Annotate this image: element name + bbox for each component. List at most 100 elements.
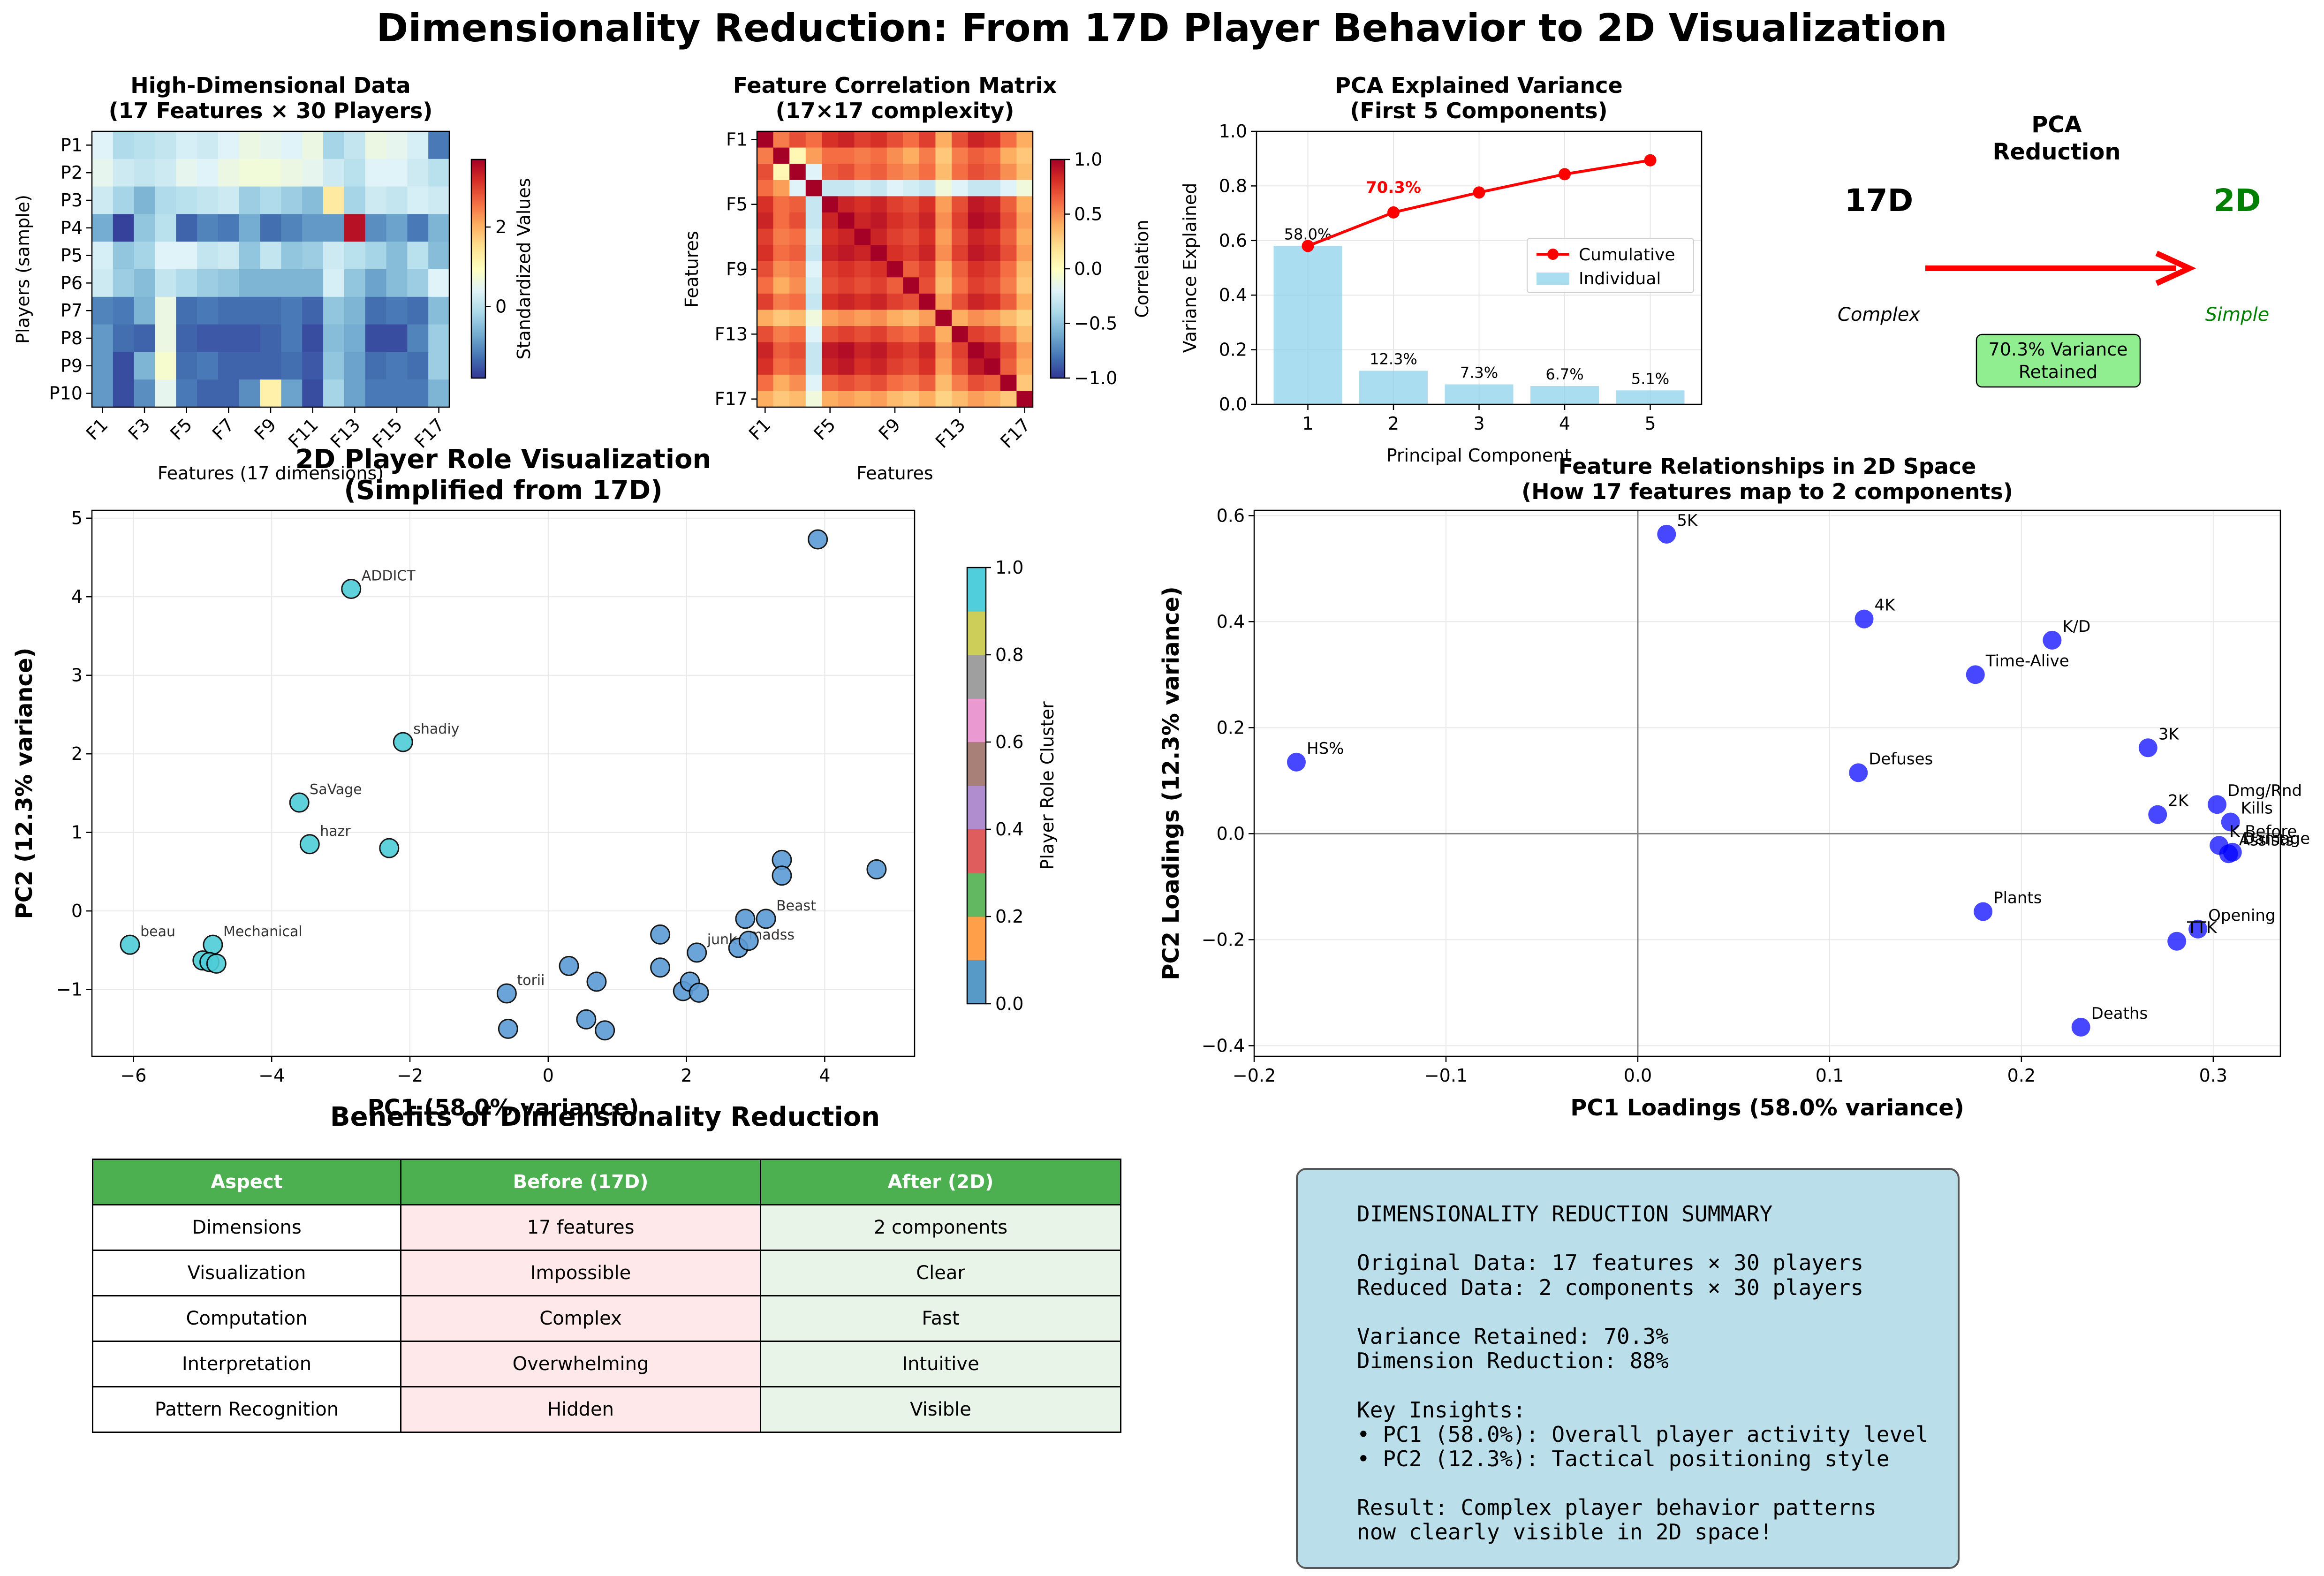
correlation-cell bbox=[805, 196, 822, 213]
heatmap-cell bbox=[155, 324, 176, 352]
table-header-cell: After (2D) bbox=[760, 1159, 1121, 1205]
correlation-cell bbox=[822, 391, 839, 408]
heatmap-cell bbox=[260, 324, 282, 352]
loading-point-label: 2K bbox=[2168, 792, 2189, 811]
heatmap-cell bbox=[260, 186, 282, 214]
variance-bar-label: 12.3% bbox=[1370, 350, 1417, 368]
correlation-cell bbox=[757, 245, 774, 262]
correlation-cell bbox=[984, 374, 1001, 392]
player-point-label: beau bbox=[140, 924, 175, 940]
correlation-cell bbox=[773, 310, 790, 326]
correlation-cell bbox=[789, 212, 806, 229]
variance-retained-text: 70.3% Variance Retained bbox=[1989, 339, 2128, 382]
correlation-cell bbox=[789, 358, 806, 375]
correlation-cell bbox=[1016, 391, 1033, 408]
correlation-cell bbox=[952, 310, 969, 326]
correlation-cell bbox=[968, 245, 984, 262]
player-point bbox=[576, 1009, 597, 1030]
heatmap-cell bbox=[155, 242, 176, 270]
heatmap-cell bbox=[428, 269, 450, 297]
legend-label: Individual bbox=[1579, 269, 1661, 288]
heatmap-cell bbox=[113, 296, 135, 325]
correlation-cell bbox=[935, 131, 952, 148]
correlation-cell bbox=[789, 261, 806, 278]
heatmap-cell bbox=[260, 296, 282, 325]
correlation-cell bbox=[903, 342, 920, 359]
correlation-cell bbox=[919, 374, 936, 392]
correlation-cell bbox=[935, 277, 952, 294]
heatmap-cell bbox=[323, 269, 345, 297]
player-point-label: Beast bbox=[776, 898, 816, 914]
correlation-cell bbox=[789, 196, 806, 213]
correlation-cell bbox=[968, 358, 984, 375]
heatmap-cell bbox=[365, 131, 387, 159]
correlation-cell bbox=[919, 326, 936, 343]
scatter-subtitle: (Simplified from 17D) bbox=[344, 475, 662, 506]
table-cell: Hidden bbox=[400, 1386, 761, 1433]
correlation-cell bbox=[903, 310, 920, 326]
correlation-cell bbox=[886, 358, 903, 375]
heatmap-cell bbox=[197, 159, 219, 187]
variance-bar-label: 7.3% bbox=[1460, 364, 1498, 382]
heatmap-cell bbox=[134, 296, 156, 325]
heatmap-cell bbox=[365, 159, 387, 187]
correlation-cell bbox=[757, 374, 774, 392]
legend-bar-swatch bbox=[1537, 273, 1569, 285]
correlation-cell bbox=[919, 342, 936, 359]
correlation-cell bbox=[871, 245, 887, 262]
loadings-xtick-label: −0.2 bbox=[1233, 1065, 1276, 1086]
player-scatter-panel: beau Mechanical SaVage hazr ADDICT shadiy tori… bbox=[11, 444, 1058, 1121]
correlation-cell bbox=[935, 196, 952, 213]
correlation-ylabel: Features bbox=[681, 231, 702, 307]
correlation-cell bbox=[757, 277, 774, 294]
scatter-xtick-label: 2 bbox=[681, 1065, 692, 1086]
heatmap-cell bbox=[92, 324, 114, 352]
heatmap-ytick-label: P5 bbox=[61, 245, 83, 266]
cluster-colorbar-segment bbox=[967, 829, 986, 873]
correlation-cell bbox=[789, 164, 806, 181]
cluster-colorbar-segment bbox=[967, 611, 986, 655]
player-point bbox=[299, 834, 320, 855]
table-cell: Intuitive bbox=[760, 1341, 1121, 1387]
correlation-cell bbox=[805, 147, 822, 164]
loading-point bbox=[1657, 524, 1676, 544]
correlation-cell bbox=[886, 310, 903, 326]
flow-arrow-head bbox=[2155, 250, 2196, 286]
heatmap-cell bbox=[407, 379, 429, 408]
heatmap-ylabel: Players (sample) bbox=[13, 195, 33, 344]
correlation-cell bbox=[838, 326, 855, 343]
summary-line: now clearly visible in 2D space! bbox=[1357, 1519, 1773, 1545]
heatmap-cell bbox=[302, 269, 324, 297]
heatmap-cell bbox=[176, 159, 197, 187]
heatmap-cell bbox=[176, 269, 197, 297]
loadings-subtitle: (How 17 features map to 2 components) bbox=[1522, 479, 2013, 504]
correlation-cell bbox=[822, 326, 839, 343]
loading-point-label: 3K bbox=[2158, 725, 2180, 743]
table-cell: Overwhelming bbox=[400, 1341, 761, 1387]
correlation-cell bbox=[919, 164, 936, 181]
correlation-cell bbox=[871, 131, 887, 148]
table-cell: Interpretation bbox=[92, 1341, 401, 1387]
correlation-cell bbox=[886, 277, 903, 294]
correlation-cell bbox=[968, 293, 984, 311]
loading-point-label: 5K bbox=[1677, 511, 1698, 530]
heatmap-cell bbox=[407, 324, 429, 352]
correlation-cell bbox=[984, 212, 1001, 229]
heatmap-cell bbox=[281, 186, 303, 214]
loading-point bbox=[2071, 1017, 2090, 1037]
heatmap-cell bbox=[113, 242, 135, 270]
correlation-cell bbox=[952, 277, 969, 294]
correlation-cell bbox=[1000, 164, 1017, 181]
correlation-cell bbox=[805, 180, 822, 197]
correlation-cell bbox=[984, 326, 1001, 343]
correlation-xtick-label: F13 bbox=[931, 414, 969, 452]
colorbar-tick-label: 0.2 bbox=[995, 906, 1023, 927]
heatmap-ytick-label: P9 bbox=[61, 356, 83, 376]
cumulative-point bbox=[1387, 206, 1400, 219]
correlation-subtitle: (17×17 complexity) bbox=[776, 98, 1014, 123]
correlation-cell bbox=[919, 228, 936, 245]
colorbar-label: Player Role Cluster bbox=[1037, 701, 1058, 870]
heatmap-cell bbox=[260, 214, 282, 242]
correlation-cell bbox=[886, 261, 903, 278]
table-cell: Complex bbox=[400, 1295, 761, 1342]
